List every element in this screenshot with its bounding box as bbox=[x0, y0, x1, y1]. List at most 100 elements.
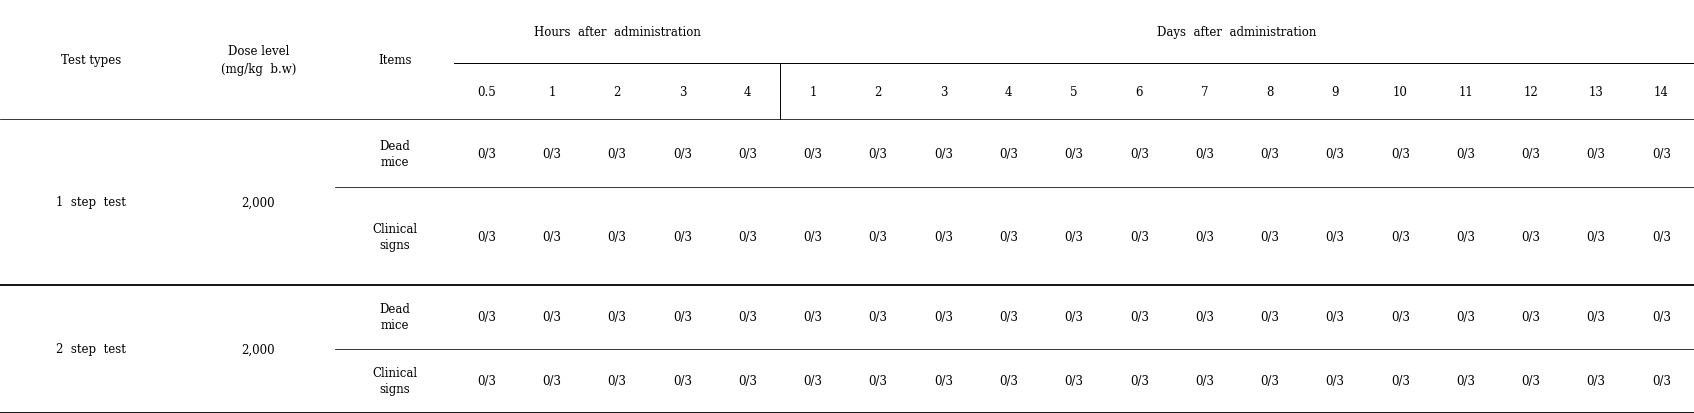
Text: 0/3: 0/3 bbox=[1652, 147, 1670, 160]
Text: 10: 10 bbox=[1392, 85, 1408, 98]
Text: 0/3: 0/3 bbox=[478, 147, 496, 160]
Text: 0/3: 0/3 bbox=[869, 375, 888, 387]
Text: Dead
mice: Dead mice bbox=[379, 139, 410, 169]
Text: 0/3: 0/3 bbox=[1457, 147, 1475, 160]
Text: 0/3: 0/3 bbox=[933, 375, 954, 387]
Text: 0/3: 0/3 bbox=[673, 147, 691, 160]
Text: Days  after  administration: Days after administration bbox=[1157, 26, 1316, 38]
Text: 0/3: 0/3 bbox=[608, 230, 627, 243]
Text: 6: 6 bbox=[1135, 85, 1143, 98]
Text: 0/3: 0/3 bbox=[1391, 375, 1409, 387]
Text: 14: 14 bbox=[1653, 85, 1669, 98]
Text: 0/3: 0/3 bbox=[542, 230, 561, 243]
Text: 0/3: 0/3 bbox=[1457, 311, 1475, 323]
Text: 0/3: 0/3 bbox=[1130, 375, 1149, 387]
Text: 0/3: 0/3 bbox=[869, 230, 888, 243]
Text: 0/3: 0/3 bbox=[1064, 375, 1084, 387]
Text: 0/3: 0/3 bbox=[739, 230, 757, 243]
Text: 3: 3 bbox=[940, 85, 947, 98]
Text: 0/3: 0/3 bbox=[1521, 311, 1540, 323]
Text: 4: 4 bbox=[1005, 85, 1013, 98]
Text: 0/3: 0/3 bbox=[673, 375, 691, 387]
Text: 0/3: 0/3 bbox=[739, 147, 757, 160]
Text: 0/3: 0/3 bbox=[1194, 147, 1215, 160]
Text: 1  step  test: 1 step test bbox=[56, 196, 125, 209]
Text: 0/3: 0/3 bbox=[803, 147, 823, 160]
Text: Dead
mice: Dead mice bbox=[379, 302, 410, 332]
Text: 0/3: 0/3 bbox=[1521, 147, 1540, 160]
Text: 0/3: 0/3 bbox=[1587, 147, 1606, 160]
Text: Clinical
signs: Clinical signs bbox=[373, 222, 417, 251]
Text: 0/3: 0/3 bbox=[739, 375, 757, 387]
Text: 0/3: 0/3 bbox=[869, 147, 888, 160]
Text: 0/3: 0/3 bbox=[1652, 311, 1670, 323]
Text: 0/3: 0/3 bbox=[1130, 147, 1149, 160]
Text: 8: 8 bbox=[1265, 85, 1274, 98]
Text: 2  step  test: 2 step test bbox=[56, 342, 125, 356]
Text: 0/3: 0/3 bbox=[542, 375, 561, 387]
Text: 0/3: 0/3 bbox=[933, 147, 954, 160]
Text: 0/3: 0/3 bbox=[739, 311, 757, 323]
Text: 0/3: 0/3 bbox=[1260, 147, 1279, 160]
Text: 0/3: 0/3 bbox=[999, 147, 1018, 160]
Text: 0/3: 0/3 bbox=[673, 311, 691, 323]
Text: 12: 12 bbox=[1523, 85, 1538, 98]
Text: 0/3: 0/3 bbox=[1457, 375, 1475, 387]
Text: 0/3: 0/3 bbox=[933, 311, 954, 323]
Text: 0/3: 0/3 bbox=[1391, 147, 1409, 160]
Text: 0/3: 0/3 bbox=[999, 230, 1018, 243]
Text: 0/3: 0/3 bbox=[1194, 311, 1215, 323]
Text: 0/3: 0/3 bbox=[1325, 375, 1345, 387]
Text: 0/3: 0/3 bbox=[1325, 147, 1345, 160]
Text: 7: 7 bbox=[1201, 85, 1208, 98]
Text: 0/3: 0/3 bbox=[1260, 230, 1279, 243]
Text: 2: 2 bbox=[874, 85, 883, 98]
Text: Test types: Test types bbox=[61, 53, 120, 66]
Text: 0/3: 0/3 bbox=[1457, 230, 1475, 243]
Text: 0/3: 0/3 bbox=[673, 230, 691, 243]
Text: 0/3: 0/3 bbox=[478, 311, 496, 323]
Text: 0/3: 0/3 bbox=[1064, 311, 1084, 323]
Text: Clinical
signs: Clinical signs bbox=[373, 366, 417, 396]
Text: 4: 4 bbox=[744, 85, 752, 98]
Text: 0/3: 0/3 bbox=[1130, 311, 1149, 323]
Text: 0/3: 0/3 bbox=[1587, 230, 1606, 243]
Text: 0/3: 0/3 bbox=[478, 230, 496, 243]
Text: 1: 1 bbox=[810, 85, 817, 98]
Text: 0/3: 0/3 bbox=[478, 375, 496, 387]
Text: Hours  after  administration: Hours after administration bbox=[534, 26, 701, 38]
Text: 0/3: 0/3 bbox=[999, 375, 1018, 387]
Text: 0/3: 0/3 bbox=[803, 230, 823, 243]
Text: 0/3: 0/3 bbox=[1260, 311, 1279, 323]
Text: 0/3: 0/3 bbox=[869, 311, 888, 323]
Text: 0/3: 0/3 bbox=[1521, 230, 1540, 243]
Text: 0/3: 0/3 bbox=[1587, 311, 1606, 323]
Text: 11: 11 bbox=[1459, 85, 1474, 98]
Text: Dose level
(mg/kg  b.w): Dose level (mg/kg b.w) bbox=[220, 45, 296, 75]
Text: 0/3: 0/3 bbox=[1130, 230, 1149, 243]
Text: 0/3: 0/3 bbox=[1194, 230, 1215, 243]
Text: 2: 2 bbox=[613, 85, 620, 98]
Text: 0/3: 0/3 bbox=[608, 311, 627, 323]
Text: 0/3: 0/3 bbox=[608, 375, 627, 387]
Text: Items: Items bbox=[378, 53, 412, 66]
Text: 0/3: 0/3 bbox=[542, 147, 561, 160]
Text: 0/3: 0/3 bbox=[1587, 375, 1606, 387]
Text: 0/3: 0/3 bbox=[803, 375, 823, 387]
Text: 0/3: 0/3 bbox=[1652, 375, 1670, 387]
Text: 0/3: 0/3 bbox=[542, 311, 561, 323]
Text: 0/3: 0/3 bbox=[608, 147, 627, 160]
Text: 1: 1 bbox=[549, 85, 556, 98]
Text: 0/3: 0/3 bbox=[803, 311, 823, 323]
Text: 0/3: 0/3 bbox=[1325, 311, 1345, 323]
Text: 3: 3 bbox=[679, 85, 686, 98]
Text: 0/3: 0/3 bbox=[999, 311, 1018, 323]
Text: 0/3: 0/3 bbox=[1391, 230, 1409, 243]
Text: 0.5: 0.5 bbox=[478, 85, 496, 98]
Text: 2,000: 2,000 bbox=[242, 342, 274, 356]
Text: 5: 5 bbox=[1071, 85, 1077, 98]
Text: 0/3: 0/3 bbox=[1652, 230, 1670, 243]
Text: 0/3: 0/3 bbox=[1064, 230, 1084, 243]
Text: 9: 9 bbox=[1331, 85, 1338, 98]
Text: 0/3: 0/3 bbox=[1194, 375, 1215, 387]
